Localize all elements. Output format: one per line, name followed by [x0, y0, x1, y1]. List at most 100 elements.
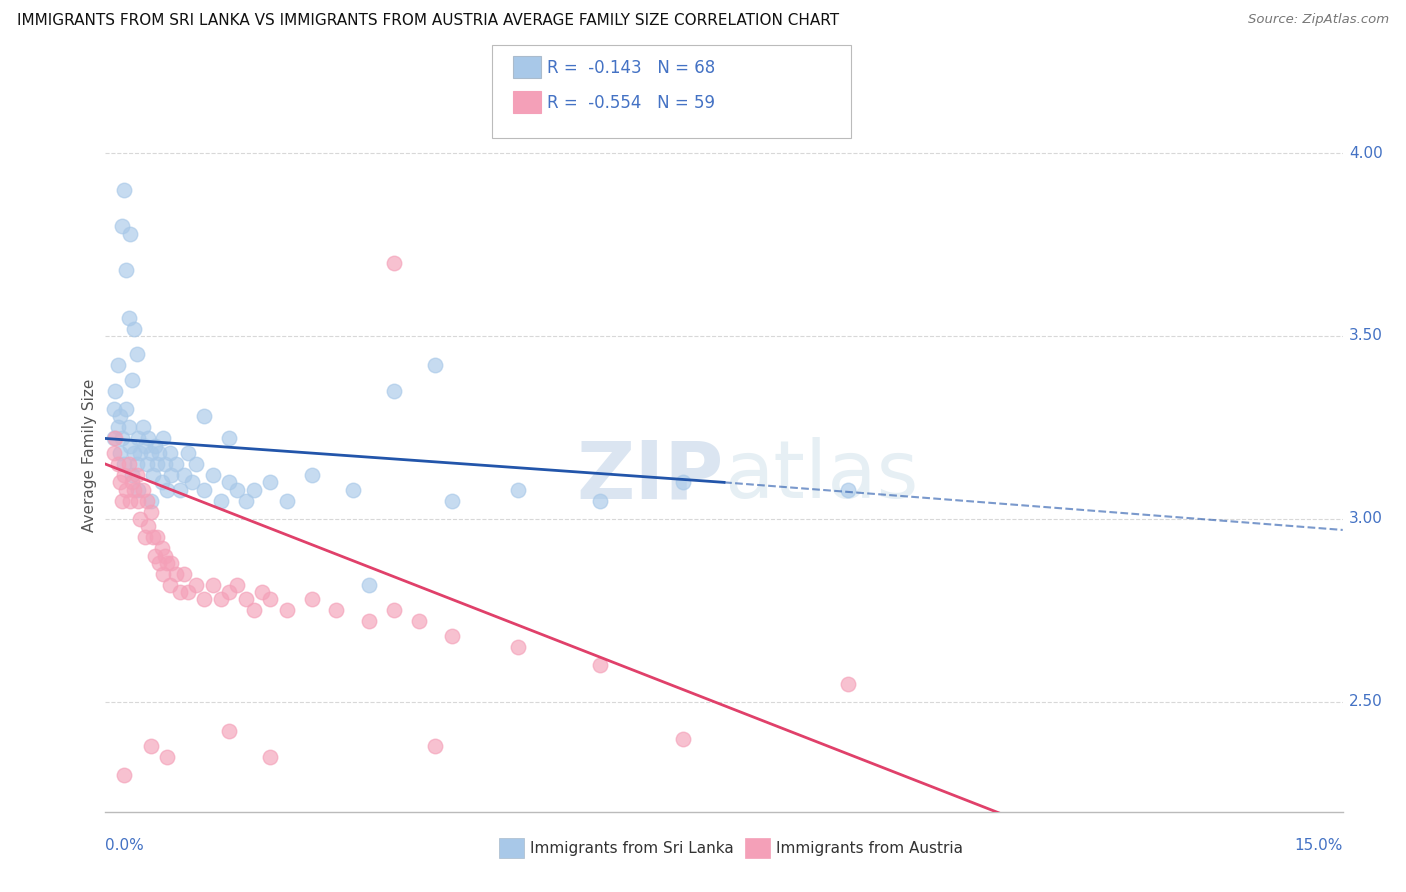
Point [218, 475, 240, 490]
Point [440, 493, 463, 508]
Point [150, 541, 173, 556]
Point [259, 592, 281, 607]
Point [110, 446, 132, 460]
Text: 3.00: 3.00 [1348, 511, 1382, 526]
Point [201, 578, 224, 592]
Point [169, 483, 191, 497]
Point [152, 566, 174, 581]
Point [134, 439, 156, 453]
Point [125, 347, 148, 361]
Point [150, 475, 173, 490]
Point [129, 512, 152, 526]
Point [121, 373, 143, 387]
Point [121, 468, 143, 483]
Point [143, 439, 166, 453]
Point [138, 519, 160, 533]
Point [342, 483, 364, 497]
Point [506, 640, 529, 654]
Point [359, 578, 381, 592]
Text: Immigrants from Austria: Immigrants from Austria [776, 841, 963, 855]
Point [186, 457, 208, 471]
Point [104, 432, 127, 446]
Point [138, 432, 160, 446]
Point [112, 457, 135, 471]
Point [218, 724, 240, 739]
Text: 15.0%: 15.0% [1295, 838, 1343, 853]
Point [181, 475, 204, 490]
Point [235, 493, 257, 508]
Point [250, 585, 273, 599]
Point [425, 739, 447, 753]
Point [124, 483, 146, 497]
Point [159, 446, 181, 460]
Point [325, 603, 347, 617]
Point [111, 219, 134, 234]
Point [139, 505, 162, 519]
Point [112, 183, 135, 197]
Point [672, 475, 695, 490]
Point [301, 592, 323, 607]
Point [115, 483, 138, 497]
Point [145, 457, 167, 471]
Text: 0.0%: 0.0% [105, 838, 145, 853]
Point [218, 432, 240, 446]
Point [107, 358, 129, 372]
Point [276, 493, 298, 508]
Point [226, 483, 249, 497]
Y-axis label: Average Family Size: Average Family Size [82, 378, 97, 532]
Point [148, 556, 170, 570]
Point [165, 566, 187, 581]
Point [226, 578, 249, 592]
Point [152, 432, 174, 446]
Point [209, 592, 232, 607]
Point [186, 578, 208, 592]
Point [103, 432, 125, 446]
Point [276, 603, 298, 617]
Point [125, 457, 148, 471]
Point [169, 585, 191, 599]
Point [145, 530, 167, 544]
Point [382, 256, 405, 270]
Point [153, 457, 176, 471]
Point [142, 530, 165, 544]
Point [259, 475, 281, 490]
Text: 4.00: 4.00 [1348, 145, 1382, 161]
Point [125, 468, 148, 483]
Point [124, 321, 146, 335]
Point [107, 420, 129, 434]
Point [143, 549, 166, 563]
Point [148, 446, 170, 460]
Text: 3.50: 3.50 [1348, 328, 1382, 343]
Point [243, 603, 266, 617]
Point [589, 493, 612, 508]
Text: ZIP: ZIP [576, 437, 724, 516]
Point [382, 603, 405, 617]
Point [589, 658, 612, 673]
Point [117, 310, 139, 325]
Point [837, 483, 859, 497]
Point [129, 446, 152, 460]
Point [127, 483, 149, 497]
Point [117, 457, 139, 471]
Point [134, 530, 156, 544]
Point [160, 556, 183, 570]
Point [111, 493, 134, 508]
Point [408, 615, 430, 629]
Point [218, 585, 240, 599]
Point [235, 592, 257, 607]
Point [243, 483, 266, 497]
Text: Source: ZipAtlas.com: Source: ZipAtlas.com [1249, 13, 1389, 27]
Point [440, 629, 463, 643]
Point [156, 749, 179, 764]
Point [121, 475, 143, 490]
Text: 2.50: 2.50 [1348, 695, 1382, 709]
Point [177, 446, 200, 460]
Point [120, 493, 142, 508]
Point [115, 402, 138, 417]
Point [173, 468, 195, 483]
Point [139, 493, 162, 508]
Point [127, 432, 149, 446]
Point [131, 483, 153, 497]
Point [165, 457, 187, 471]
Point [156, 556, 179, 570]
